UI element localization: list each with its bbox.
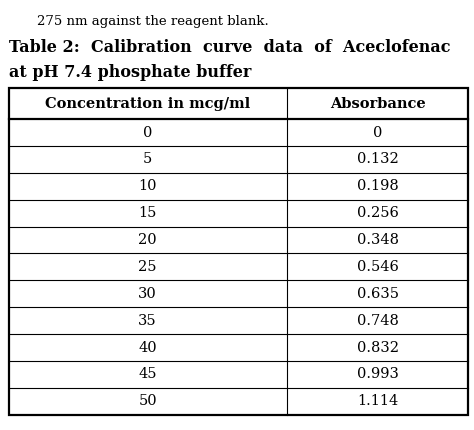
Text: 25: 25	[138, 260, 157, 274]
Text: 0.993: 0.993	[356, 367, 399, 381]
Text: 0.635: 0.635	[356, 287, 399, 301]
Bar	[9, 88, 468, 415]
Text: 0.256: 0.256	[356, 206, 399, 220]
Text: 0.132: 0.132	[356, 152, 398, 166]
Text: 0.546: 0.546	[356, 260, 399, 274]
Text: 45: 45	[138, 367, 157, 381]
Text: 40: 40	[138, 341, 157, 355]
Text: 0: 0	[373, 126, 382, 140]
Text: 0.832: 0.832	[356, 341, 399, 355]
Text: 15: 15	[138, 206, 157, 220]
Text: 5: 5	[143, 152, 152, 166]
Text: Table 2:  Calibration  curve  data  of  Aceclofenac: Table 2: Calibration curve data of Acecl…	[9, 39, 450, 56]
Text: 0: 0	[143, 126, 152, 140]
Text: at pH 7.4 phosphate buffer: at pH 7.4 phosphate buffer	[9, 64, 251, 81]
Text: Concentration in mcg/ml: Concentration in mcg/ml	[45, 97, 250, 111]
Text: 35: 35	[138, 313, 157, 328]
Text: 0.348: 0.348	[356, 233, 399, 247]
Text: 0.198: 0.198	[356, 179, 398, 194]
Text: 1.114: 1.114	[357, 394, 398, 408]
Text: 0.748: 0.748	[356, 313, 399, 328]
Text: 50: 50	[138, 394, 157, 408]
Text: Absorbance: Absorbance	[329, 97, 425, 111]
Text: 30: 30	[138, 287, 157, 301]
Text: 10: 10	[138, 179, 157, 194]
Text: 20: 20	[138, 233, 157, 247]
Text: 275 nm against the reagent blank.: 275 nm against the reagent blank.	[37, 15, 269, 28]
